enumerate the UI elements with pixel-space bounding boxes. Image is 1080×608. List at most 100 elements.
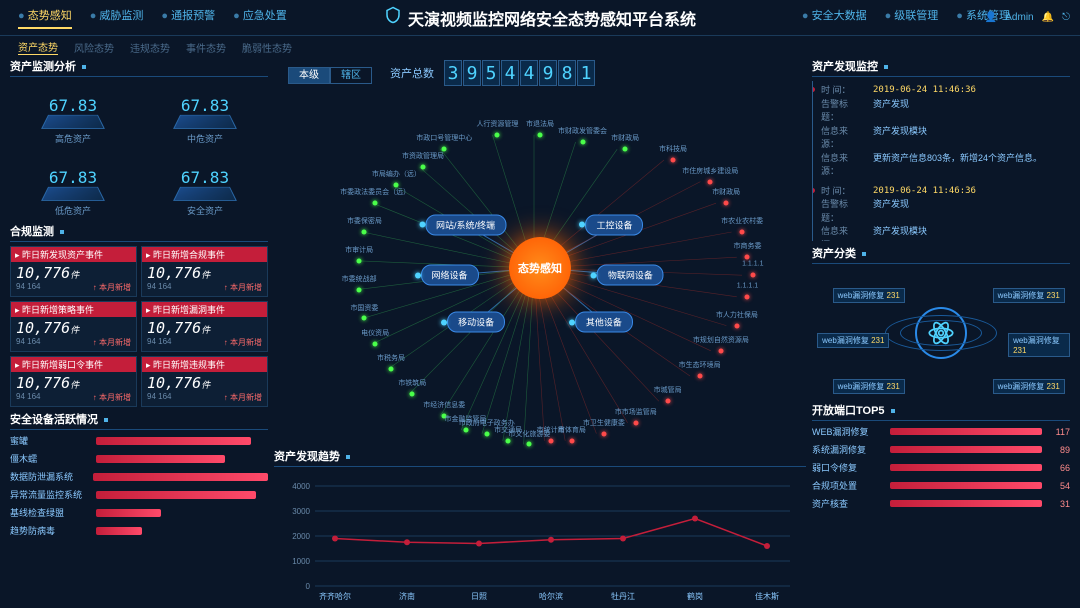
discovery-panel: 资产发现监控 时 间：2019-06-24 11:46:36告警标题：资产发现信… xyxy=(812,58,1070,241)
svg-text:牡丹江: 牡丹江 xyxy=(611,591,635,601)
comp-title: 昨日新增违规事件 xyxy=(142,357,267,372)
comp-value: 10,776件 xyxy=(16,264,131,282)
comp-value: 10,776件 xyxy=(16,319,131,337)
classify-panel: 资产分类 web漏洞修复 231 web漏洞修复 231 web漏洞修复 231 we… xyxy=(812,245,1070,398)
total-label: 资产总数 xyxy=(390,65,434,81)
logout-icon[interactable]: ⎋ xyxy=(1062,12,1070,23)
panel-title: 资产发现趋势 xyxy=(274,448,806,467)
compliance-box: 昨日新增违规事件10,776件94 164↑ 本月新增 xyxy=(141,356,268,407)
viz-label: 市委政法委员会（远） xyxy=(340,187,410,197)
viz-dot xyxy=(389,366,394,371)
level-tab[interactable]: 辖区 xyxy=(330,67,372,84)
nav-item[interactable]: 态势感知 xyxy=(18,7,72,29)
counter-digit: 9 xyxy=(539,60,557,86)
viz-dot xyxy=(623,147,628,152)
counter-digit: 4 xyxy=(501,60,519,86)
compliance-box: 昨日新增漏洞事件10,776件94 164↑ 本月新增 xyxy=(141,301,268,352)
nav-item[interactable]: 威胁监测 xyxy=(90,7,144,29)
viz-dot xyxy=(506,438,511,443)
port-item: 资产核查31 xyxy=(812,497,1070,510)
viz-label: 市财政发管委会 xyxy=(558,126,607,136)
viz-label: 市经济信息委 xyxy=(423,400,465,410)
viz-label: 市商务委 xyxy=(733,241,761,251)
compliance-box: 昨日新增合规事件10,776件94 164↑ 本月新增 xyxy=(141,246,268,297)
viz-label: 市财政局 xyxy=(611,133,639,143)
compliance-box: 昨日新增策略事件10,776件94 164↑ 本月新增 xyxy=(10,301,137,352)
compliance-panel: 合规监测 昨日新发现资产事件10,776件94 164↑ 本月新增昨日新增合规事… xyxy=(10,223,268,407)
viz-dot xyxy=(601,431,606,436)
classify-tag[interactable]: web漏洞修复 231 xyxy=(833,288,905,303)
nav-item[interactable]: 通报预警 xyxy=(161,7,215,29)
level-tab[interactable]: 本级 xyxy=(288,67,330,84)
nav-item[interactable]: 安全大数据 xyxy=(802,7,867,29)
viz-dot xyxy=(697,374,702,379)
nav-item[interactable]: 级联管理 xyxy=(885,7,939,29)
viz-node[interactable]: 网络设备 xyxy=(421,265,479,286)
bell-icon[interactable]: 🔔 xyxy=(1042,12,1054,23)
sub-nav-item[interactable]: 风险态势 xyxy=(74,40,114,55)
sub-nav-item[interactable]: 违规态势 xyxy=(130,40,170,55)
viz-label: 1.1.1.1 xyxy=(742,261,763,268)
asset-box: 67.83低危资产 xyxy=(10,153,136,219)
sub-nav-item[interactable]: 资产态势 xyxy=(18,39,58,55)
nav-left: 态势感知威胁监测通报预警应急处置 xyxy=(18,7,287,29)
asset-box: 67.83安全资产 xyxy=(142,153,268,219)
viz-node[interactable]: 物联网设备 xyxy=(597,265,664,286)
viz-label: 市铁筑局 xyxy=(398,378,426,388)
viz-dot xyxy=(569,438,574,443)
port-item: 合规项处置54 xyxy=(812,479,1070,492)
viz-node[interactable]: 网站/系统/终端 xyxy=(425,214,506,235)
viz-dot xyxy=(373,341,378,346)
sub-nav-item[interactable]: 脆弱性态势 xyxy=(242,40,292,55)
svg-text:日照: 日照 xyxy=(471,592,487,601)
viz-dot xyxy=(420,165,425,170)
classify-tag[interactable]: web漏洞修复 231 xyxy=(833,379,905,394)
viz-label: 市规划自然资源局 xyxy=(693,335,749,345)
classify-tag[interactable]: web漏洞修复 231 xyxy=(993,288,1065,303)
asset-value: 67.83 xyxy=(181,168,229,187)
nav-item[interactable]: 应急处置 xyxy=(233,7,287,29)
activity-panel: 安全设备活跃情况 蜜罐僵木蠕数据防泄漏系统异常流量监控系统基线检查绿盟趋势防病毒 xyxy=(10,411,268,537)
viz-node[interactable]: 工控设备 xyxy=(585,214,643,235)
comp-value: 10,776件 xyxy=(147,264,262,282)
classify-tag[interactable]: web漏洞修复 231 xyxy=(993,379,1065,394)
viz-dot xyxy=(580,140,585,145)
sub-nav-item[interactable]: 事件态势 xyxy=(186,40,226,55)
viz-label: 市卫生健康委 xyxy=(583,418,625,428)
viz-label: 市统计局 xyxy=(537,425,565,435)
comp-title: 昨日新发现资产事件 xyxy=(11,247,136,262)
counter-digit: 3 xyxy=(444,60,462,86)
asset-label: 中危资产 xyxy=(187,132,223,145)
activity-item: 基线检查绿盟 xyxy=(10,506,268,519)
viz-label: 电仪资局 xyxy=(361,328,389,338)
svg-text:1000: 1000 xyxy=(292,557,310,566)
comp-value: 10,776件 xyxy=(16,374,131,392)
user-area[interactable]: 👤 Admin 🔔 ⎋ xyxy=(985,12,1070,23)
viz-dot xyxy=(734,323,739,328)
comp-title: 昨日新增漏洞事件 xyxy=(142,302,267,317)
classify-tag[interactable]: web漏洞修复 231 xyxy=(817,333,889,348)
svg-text:3000: 3000 xyxy=(292,507,310,516)
activity-item: 趋势防病毒 xyxy=(10,524,268,537)
viz-label: 1.1.1.1 xyxy=(737,283,758,290)
viz-node[interactable]: 移动设备 xyxy=(447,312,505,333)
viz-label: 市城管局 xyxy=(654,385,682,395)
viz-dot xyxy=(484,431,489,436)
viz-dot xyxy=(633,420,638,425)
viz-dot xyxy=(548,438,553,443)
shield-icon xyxy=(384,6,402,29)
port-item: 系统漏洞修复89 xyxy=(812,443,1070,456)
asset-counter: 39544981 xyxy=(444,60,595,86)
asset-analysis-panel: 资产监测分析 67.83高危资产67.83中危资产67.83低危资产67.83安… xyxy=(10,58,268,219)
viz-node[interactable]: 其他设备 xyxy=(575,312,633,333)
counter-digit: 8 xyxy=(558,60,576,86)
viz-label: 市农业农村委 xyxy=(721,216,763,226)
classify-tag[interactable]: web漏洞修复 231 xyxy=(1008,333,1070,357)
panel-title: 资产分类 xyxy=(812,245,1070,264)
viz-label: 市资政管理局 xyxy=(402,151,444,161)
asset-value: 67.83 xyxy=(49,96,97,115)
counter-digit: 9 xyxy=(463,60,481,86)
svg-text:4000: 4000 xyxy=(292,482,310,491)
viz-label: 市交通局 xyxy=(494,425,522,435)
counter-digit: 1 xyxy=(577,60,595,86)
